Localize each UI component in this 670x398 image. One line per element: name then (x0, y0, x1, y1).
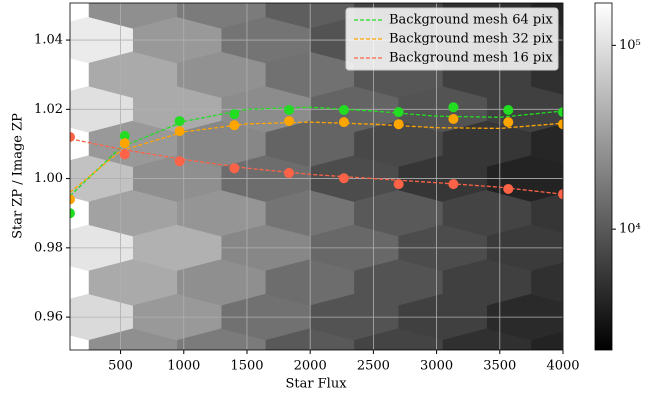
fit-line (70, 138, 563, 195)
data-point (503, 117, 514, 128)
hex-cell (531, 193, 563, 234)
data-point (393, 119, 404, 130)
data-point (558, 189, 563, 200)
y-tick-label: 1.04 (34, 33, 63, 48)
data-point (448, 114, 459, 125)
y-tick-label: 1.00 (34, 171, 63, 186)
data-point (174, 126, 185, 137)
data-point (174, 156, 185, 167)
data-point (229, 120, 240, 131)
colorbar-tick-label: 10⁵ (619, 38, 641, 53)
x-tick-label: 500 (108, 359, 133, 374)
x-tick-label: 1000 (167, 359, 200, 374)
hex-cell (531, 123, 563, 164)
data-point (393, 179, 404, 190)
legend-label: Background mesh 64 pix (389, 13, 553, 28)
data-point (229, 163, 240, 174)
plot-frame (69, 2, 564, 351)
x-tick-label: 2000 (294, 359, 327, 374)
data-point (448, 179, 459, 190)
data-point (503, 105, 514, 116)
x-tick-label: 4000 (546, 359, 579, 374)
fit-line (70, 106, 563, 197)
hex-cell (531, 262, 563, 303)
y-tick-label: 0.96 (34, 310, 63, 325)
colorbar-tick-label: 10⁴ (619, 222, 641, 237)
x-tick-label: 3500 (483, 359, 516, 374)
hex-cell (531, 331, 563, 350)
y-axis-label: Star ZP / Image ZP (11, 113, 26, 239)
data-point (448, 102, 459, 113)
fit-line (70, 121, 563, 193)
x-tick-label: 2500 (357, 359, 390, 374)
data-point (558, 119, 563, 130)
data-point (284, 116, 295, 127)
data-point (558, 107, 563, 118)
data-point (174, 116, 185, 127)
x-tick-label: 1500 (230, 359, 263, 374)
data-point (119, 149, 130, 160)
data-point (503, 183, 514, 194)
data-point (119, 138, 130, 149)
data-point (284, 168, 295, 179)
data-point (393, 107, 404, 118)
data-point (284, 105, 295, 116)
y-tick-label: 0.98 (34, 240, 63, 255)
x-axis-label: Star Flux (285, 377, 347, 392)
data-point (70, 132, 75, 143)
data-point (338, 173, 349, 184)
y-tick-label: 1.02 (34, 102, 63, 117)
x-tick-label: 3000 (420, 359, 453, 374)
plot-area (70, 3, 563, 350)
data-point (338, 105, 349, 116)
colorbar (594, 2, 613, 351)
data-point (338, 117, 349, 128)
legend-label: Background mesh 32 pix (389, 32, 553, 47)
legend-box (345, 7, 559, 71)
data-point (70, 208, 75, 219)
data-point (119, 130, 130, 141)
data-point (70, 194, 75, 205)
data-point (229, 109, 240, 120)
legend-label: Background mesh 16 pix (389, 51, 553, 66)
